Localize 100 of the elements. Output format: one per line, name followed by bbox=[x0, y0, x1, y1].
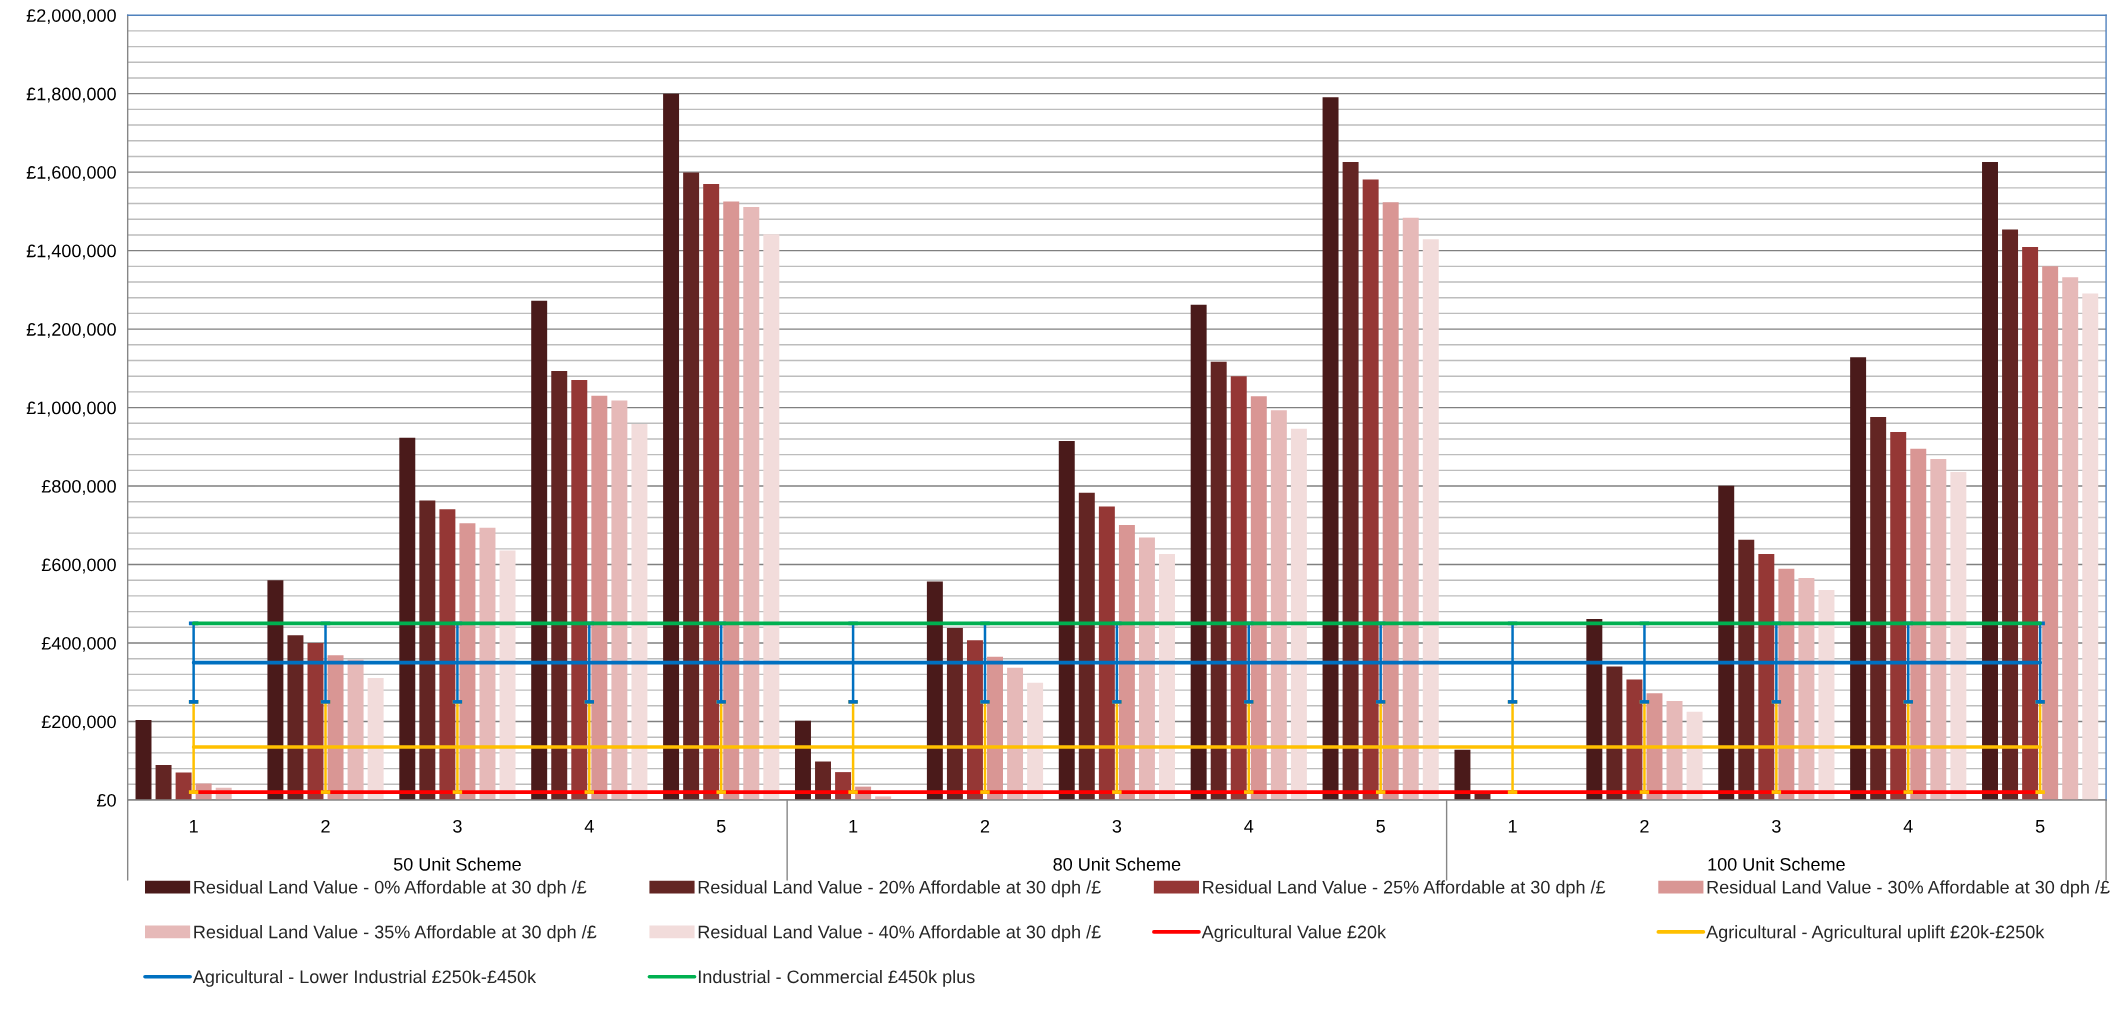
x-tick-label: 4 bbox=[1903, 820, 1913, 833]
bar bbox=[1027, 682, 1044, 800]
y-tick-label: £1,400,000 bbox=[26, 244, 116, 260]
bar bbox=[175, 772, 192, 800]
bar bbox=[499, 550, 516, 800]
y-tick-label: £400,000 bbox=[41, 636, 116, 652]
bar bbox=[2042, 266, 2059, 800]
bar bbox=[1098, 506, 1115, 800]
bar bbox=[1586, 619, 1603, 800]
bar bbox=[591, 395, 608, 800]
bar bbox=[1118, 524, 1135, 800]
bar bbox=[611, 400, 628, 800]
bar bbox=[946, 628, 963, 800]
bar bbox=[1230, 376, 1247, 800]
y-tick-label: £1,000,000 bbox=[26, 401, 116, 417]
bar bbox=[2002, 229, 2019, 800]
bar bbox=[2082, 293, 2099, 800]
x-tick-label: 1 bbox=[1508, 820, 1517, 833]
bar bbox=[459, 523, 476, 800]
legend-label: Residual Land Value - 40% Affordable at 30 dph /£ bbox=[698, 925, 1101, 942]
y-tick-label: £600,000 bbox=[41, 558, 116, 574]
bar bbox=[1718, 485, 1735, 800]
x-tick-label: 3 bbox=[1112, 819, 1122, 833]
bar bbox=[1342, 161, 1359, 800]
bar bbox=[1007, 667, 1024, 800]
x-tick-label: 3 bbox=[1772, 819, 1781, 833]
x-tick-label: 5 bbox=[716, 820, 726, 833]
bar bbox=[1870, 417, 1887, 800]
bar bbox=[1606, 666, 1623, 800]
bar bbox=[1270, 410, 1287, 800]
bar bbox=[1159, 553, 1175, 800]
bar bbox=[1138, 537, 1155, 800]
bar bbox=[987, 656, 1003, 800]
bar bbox=[1818, 590, 1835, 800]
x-tick-label: 5 bbox=[1376, 820, 1385, 833]
bar bbox=[1402, 217, 1419, 800]
bar bbox=[1058, 440, 1075, 800]
x-tick-label: 2 bbox=[980, 819, 990, 833]
bar bbox=[367, 677, 384, 800]
text: 80 Unit Scheme bbox=[1053, 857, 1181, 871]
x-tick-label: 5 bbox=[2035, 820, 2045, 833]
bar bbox=[1626, 679, 1643, 800]
bar bbox=[267, 580, 284, 800]
bar bbox=[1778, 568, 1795, 800]
bar bbox=[1078, 492, 1095, 800]
bar bbox=[2022, 247, 2039, 800]
bar bbox=[1930, 458, 1947, 800]
bar bbox=[1454, 749, 1471, 800]
y-tick-label: £1,200,000 bbox=[26, 323, 116, 338]
x-tick-label: 2 bbox=[1640, 819, 1649, 833]
bar bbox=[1290, 428, 1307, 800]
legend-label: Residual Land Value - 30% Affordable at 30 dph /£ bbox=[1707, 880, 2110, 898]
x-tick-label: 4 bbox=[584, 820, 594, 833]
bar bbox=[743, 207, 760, 800]
legend-label: Industrial - Commercial £450k plus bbox=[698, 969, 975, 987]
bar bbox=[1890, 431, 1907, 800]
text: 50 Unit Scheme bbox=[393, 857, 521, 871]
y-tick-label: £1,800,000 bbox=[26, 87, 116, 103]
bar bbox=[135, 719, 152, 800]
bar bbox=[2062, 277, 2079, 800]
legend-label: Residual Land Value - 25% Affordable at 30 dph /£ bbox=[1203, 880, 1606, 898]
bar bbox=[1758, 553, 1775, 800]
x-tick-label: 1 bbox=[189, 820, 198, 833]
text: 100 Unit Scheme bbox=[1708, 857, 1845, 871]
bar bbox=[155, 765, 172, 800]
bar bbox=[1666, 701, 1683, 800]
bar bbox=[439, 509, 456, 800]
bar bbox=[1250, 396, 1267, 800]
bar bbox=[763, 234, 780, 800]
x-tick-label: 3 bbox=[453, 819, 462, 833]
bar bbox=[399, 437, 416, 800]
legend-label: Residual Land Value - 35% Affordable at 30 dph /£ bbox=[194, 925, 597, 942]
legend-label: Agricultural - Lower Industrial £250k-£450k bbox=[192, 969, 537, 987]
bar bbox=[926, 581, 943, 800]
bar bbox=[1362, 179, 1379, 800]
bar bbox=[631, 424, 648, 800]
bar bbox=[1422, 239, 1439, 800]
bar bbox=[1950, 471, 1967, 800]
legend-label: Residual Land Value - 0% Affordable at 30 dph /£ bbox=[194, 880, 587, 898]
bar bbox=[347, 659, 364, 800]
y-tick-label: £2,000,000 bbox=[26, 9, 116, 25]
bar bbox=[1686, 711, 1703, 800]
bar bbox=[1798, 577, 1815, 800]
bar bbox=[1982, 161, 1998, 800]
x-tick-label: 2 bbox=[321, 819, 330, 833]
bar bbox=[327, 655, 344, 800]
x-tick-label: 4 bbox=[1244, 820, 1254, 833]
bar bbox=[1850, 357, 1867, 800]
legend-label: Agricultural Value £20k bbox=[1201, 925, 1387, 942]
bar bbox=[571, 380, 588, 800]
y-tick-label: £1,600,000 bbox=[26, 166, 116, 181]
bar bbox=[551, 371, 568, 800]
bar bbox=[531, 300, 548, 800]
bar bbox=[723, 201, 740, 800]
bar bbox=[663, 93, 680, 800]
bar bbox=[1738, 539, 1755, 800]
y-tick-label: £800,000 bbox=[41, 479, 116, 495]
bar bbox=[966, 640, 983, 800]
legend-label: Residual Land Value - 20% Affordable at 30 dph /£ bbox=[698, 880, 1101, 898]
y-tick-label: £200,000 bbox=[41, 715, 116, 731]
